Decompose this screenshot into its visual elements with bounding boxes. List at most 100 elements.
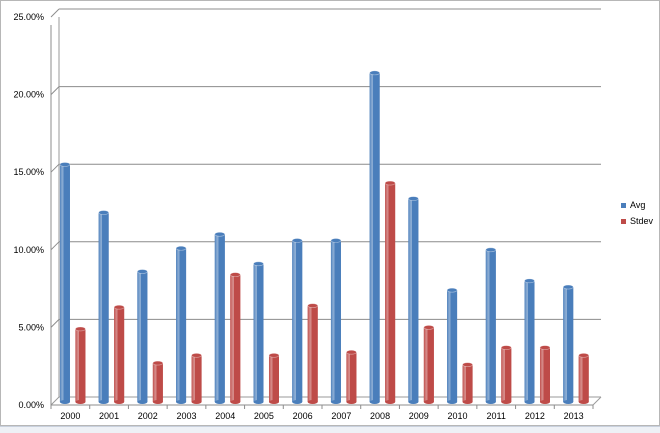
bar-top	[423, 325, 435, 330]
bar-base	[385, 400, 396, 404]
bar-base	[59, 400, 70, 404]
gridline-depth	[50, 241, 60, 251]
bar-base	[485, 400, 496, 404]
bar-shading	[75, 328, 86, 402]
bar-base	[563, 400, 574, 404]
x-tick-label: 2012	[525, 411, 545, 421]
x-tick-label: 2008	[370, 411, 390, 421]
gridline-depth	[50, 86, 60, 95]
bar-top	[137, 269, 148, 274]
x-tick-label: 2000	[60, 411, 80, 421]
bar-stdev-2008	[384, 180, 396, 404]
bar-avg-2006	[291, 238, 303, 404]
bar-top	[539, 345, 551, 350]
bar-shading	[423, 327, 434, 402]
bar-top	[578, 353, 590, 358]
bar-base	[462, 400, 473, 404]
bar-base	[501, 400, 512, 404]
bar-base	[447, 400, 458, 404]
x-tick-label: 2010	[447, 411, 467, 421]
bar-shading	[330, 240, 341, 402]
bar-stdev-2001	[113, 304, 125, 404]
bar-shading	[408, 198, 419, 402]
bar-stdev-2000	[75, 326, 86, 404]
x-axis: 2000 2001 2002 2003 2004 2005 2006 2007 2008 2009…	[50, 404, 594, 421]
x-tick-label: 2002	[138, 411, 158, 421]
legend-swatch-avg	[621, 203, 626, 208]
bar-shading	[447, 290, 458, 402]
bar-shading	[152, 363, 163, 402]
bar-shading	[524, 280, 535, 402]
legend-label-avg: Avg	[630, 200, 645, 210]
bar-top	[113, 304, 125, 310]
bar-base	[214, 400, 225, 404]
y-tick-label: 10.00%	[13, 245, 44, 255]
bar-avg-2000	[59, 162, 71, 404]
bar-stdev-2009	[423, 325, 435, 404]
bar-stdev-2003	[191, 353, 202, 404]
bar-stdev-2004	[229, 272, 241, 404]
bar-top	[307, 303, 319, 308]
x-tick-label: 2006	[293, 411, 313, 421]
bar-base	[152, 400, 163, 404]
bar-base	[268, 400, 279, 404]
bar-base	[423, 400, 434, 404]
x-tick-label: 2003	[176, 411, 196, 421]
gridlines	[50, 8, 601, 328]
y-tick-label: 20.00%	[13, 90, 44, 100]
bar-top	[346, 349, 357, 355]
bar-avg-2003	[175, 245, 187, 404]
bar-avg-2012	[524, 278, 535, 404]
bar-shading	[539, 347, 550, 402]
bar-base	[539, 400, 550, 404]
bar-avg-2005	[253, 261, 264, 404]
bar-shading	[191, 355, 202, 402]
bar-avg-2011	[485, 247, 497, 404]
bar-avg-2004	[214, 231, 226, 404]
legend-label-stdev: Stdev	[630, 216, 654, 226]
y-tick-label: 5.00%	[18, 322, 44, 332]
bar-stdev-2011	[500, 345, 512, 404]
x-tick-label: 2001	[99, 411, 119, 421]
bar-top	[229, 272, 241, 277]
bar-top	[291, 238, 303, 243]
bar-top	[214, 231, 226, 237]
floor-right-edge	[592, 396, 602, 406]
bottom-strip	[0, 426, 660, 433]
bar-base	[408, 400, 419, 404]
bar-top	[408, 196, 419, 201]
bar-top	[330, 238, 342, 243]
bar-top	[384, 180, 396, 186]
bar-shading	[485, 249, 496, 402]
bar-shading	[59, 164, 70, 402]
bar-top	[462, 362, 473, 367]
bar-chart: 0.00%5.00%10.00%15.00%20.00%25.00% 2000 2…	[13, 8, 654, 421]
legend-swatch-stdev	[621, 219, 626, 224]
bar-top	[191, 353, 202, 358]
x-tick-label: 2005	[254, 411, 274, 421]
bar-shading	[501, 347, 512, 402]
bar-avg-2009	[408, 196, 419, 404]
bar-base	[292, 400, 303, 404]
bar-stdev-2013	[578, 353, 590, 404]
bar-shading	[385, 183, 396, 402]
bar-base	[230, 400, 241, 404]
y-tick-label: 25.00%	[13, 12, 44, 22]
bar-base	[578, 400, 589, 404]
bar-top	[59, 162, 71, 167]
bar-shading	[253, 263, 264, 402]
bar-stdev-2010	[462, 362, 473, 404]
gridline-depth	[50, 163, 60, 173]
bar-base	[253, 400, 264, 404]
bar-base	[369, 400, 380, 404]
bar-base	[330, 400, 341, 404]
bar-avg-2001	[98, 210, 109, 404]
bar-shading	[98, 212, 109, 402]
x-tick-label: 2007	[331, 411, 351, 421]
bar-shading	[230, 274, 241, 402]
bar-top	[485, 247, 497, 253]
bar-top	[369, 70, 380, 76]
x-tick-label: 2009	[409, 411, 429, 421]
bar-stdev-2006	[307, 303, 319, 404]
bar-avg-2008	[369, 70, 380, 404]
